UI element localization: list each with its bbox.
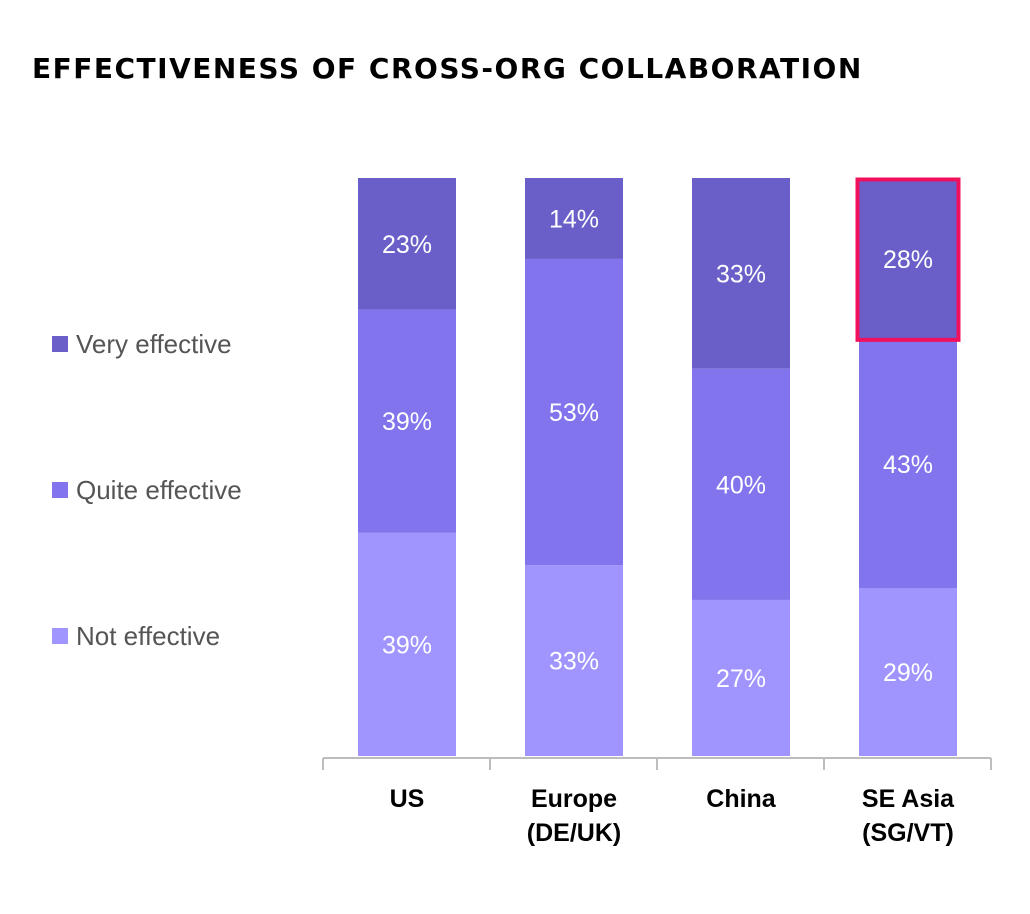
category-label-europe-de-uk: Europe (DE/UK) xyxy=(527,785,621,847)
data-label-se-asia-sg-vt-very-effective: 28% xyxy=(883,246,933,274)
data-label-china-very-effective: 33% xyxy=(716,260,766,288)
bar-segment-us-very-effective xyxy=(358,178,456,310)
legend-swatch-quite-effective xyxy=(52,482,68,498)
data-label-us-quite-effective: 39% xyxy=(382,408,432,436)
bar-segment-china-quite-effective xyxy=(692,368,790,600)
chart-title: EFFECTIVENESS OF CROSS-ORG COLLABORATION xyxy=(32,52,863,85)
bar-segment-se-asia-sg-vt-not-effective xyxy=(859,588,957,756)
data-label-china-quite-effective: 40% xyxy=(716,471,766,499)
data-label-europe-de-uk-not-effective: 33% xyxy=(549,648,599,676)
data-label-europe-de-uk-quite-effective: 53% xyxy=(549,399,599,427)
highlight-box xyxy=(855,177,961,342)
data-label-us-very-effective: 23% xyxy=(382,231,432,259)
legend-label-very-effective: Very effective xyxy=(76,329,232,359)
legend-swatch-very-effective xyxy=(52,336,68,352)
bar-segment-europe-de-uk-quite-effective xyxy=(525,258,623,566)
bar-segment-se-asia-sg-vt-very-effective xyxy=(859,178,957,340)
x-axis: US Europe (DE/UK) China SE Asia (SG/VT) xyxy=(322,757,992,847)
data-label-se-asia-sg-vt-not-effective: 29% xyxy=(883,659,933,687)
legend: Very effective Quite effective Not effecti… xyxy=(52,329,242,651)
data-label-se-asia-sg-vt-quite-effective: 43% xyxy=(883,451,933,479)
category-label-china: China xyxy=(706,785,777,813)
bar-segment-europe-de-uk-very-effective xyxy=(525,178,623,259)
category-label-us: US xyxy=(390,785,425,813)
legend-swatch-not-effective xyxy=(52,628,68,644)
bar-segment-us-not-effective xyxy=(358,532,456,756)
legend-label-quite-effective: Quite effective xyxy=(76,475,242,505)
bar-segment-se-asia-sg-vt-quite-effective xyxy=(859,339,957,589)
data-label-china-not-effective: 27% xyxy=(716,665,766,693)
bar-segment-europe-de-uk-not-effective xyxy=(525,565,623,756)
legend-label-not-effective: Not effective xyxy=(76,621,220,651)
data-label-us-not-effective: 39% xyxy=(382,631,432,659)
bar-segment-us-quite-effective xyxy=(358,309,456,533)
bars-group: 39% 39% 23% 33% 53% 14% 27% 40% 33% 29% 43% 28% xyxy=(358,177,961,756)
category-label-se-asia-sg-vt: SE Asia (SG/VT) xyxy=(862,785,955,847)
data-label-europe-de-uk-very-effective: 14% xyxy=(549,205,599,233)
bar-segment-china-not-effective xyxy=(692,599,790,756)
bar-segment-china-very-effective xyxy=(692,178,790,369)
